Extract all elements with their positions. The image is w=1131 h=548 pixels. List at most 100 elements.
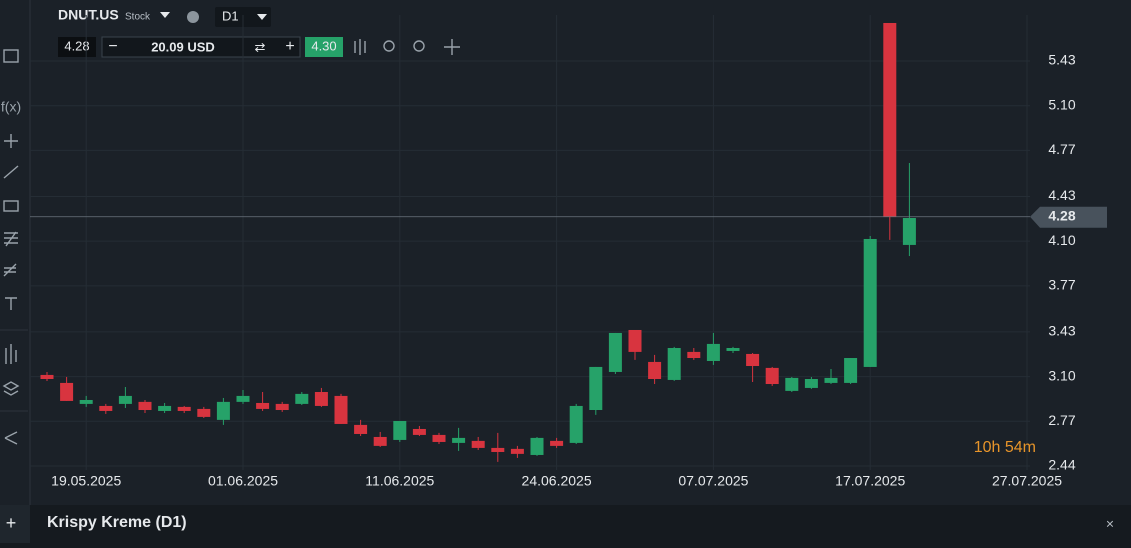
candle-body <box>354 424 368 434</box>
y-tick-label: 4.77 <box>1048 141 1075 157</box>
candle-body <box>765 367 779 385</box>
candle-body <box>236 395 250 402</box>
add-button[interactable] <box>0 505 30 543</box>
candle-body <box>550 440 564 446</box>
candle-body <box>569 405 583 443</box>
add-icon[interactable]: + <box>6 513 17 533</box>
timeframe[interactable]: D1 <box>222 8 239 23</box>
candle-body <box>452 437 466 443</box>
quantity[interactable]: 20.09 USD <box>151 39 215 54</box>
pan-icon[interactable] <box>444 39 460 55</box>
x-tick-label: 11.06.2025 <box>365 473 434 489</box>
x-tick-label: 01.06.2025 <box>208 473 278 489</box>
candle-body <box>197 408 211 417</box>
tool-icon[interactable] <box>2 381 20 396</box>
increase[interactable]: + <box>285 38 294 55</box>
candle-body <box>883 22 897 218</box>
tool-icon[interactable] <box>3 49 19 63</box>
y-tick-label: 3.77 <box>1048 277 1075 293</box>
candle-body <box>216 401 230 420</box>
dropdown-arrow <box>257 14 267 20</box>
quantity-box[interactable] <box>101 36 301 58</box>
candle-body <box>726 347 740 351</box>
y-tick-label: 3.43 <box>1048 323 1075 339</box>
candle-body <box>785 377 799 391</box>
tool-icon[interactable] <box>3 165 19 179</box>
close-icon[interactable]: × <box>1106 516 1114 532</box>
candle-body <box>863 238 877 367</box>
plot: 5.43 5.10 4.77 4.43 4.10 3.77 3.43 3.10 2.77 2.44… <box>30 15 1107 489</box>
x-tick-label: 07.07.2025 <box>678 473 748 489</box>
y-tick-label: 2.44 <box>1048 457 1075 473</box>
candle-body <box>314 392 328 406</box>
tool-icon[interactable] <box>5 297 17 310</box>
candle-body <box>79 399 93 404</box>
candle-body <box>334 395 348 424</box>
decrease[interactable]: − <box>108 38 117 55</box>
candle-body <box>177 406 191 411</box>
y-tick-label: 5.10 <box>1048 96 1075 112</box>
last-price-label: 4.28 <box>1048 207 1075 223</box>
candle-body <box>824 377 838 383</box>
candle-body <box>628 329 642 352</box>
candle-body <box>256 402 270 409</box>
symbol[interactable]: DNUT.US <box>58 7 119 23</box>
candle-body <box>608 332 622 372</box>
info-icon[interactable] <box>187 11 199 23</box>
candle-body <box>138 401 152 411</box>
y-tick-label: 4.43 <box>1048 187 1075 203</box>
ask-box[interactable] <box>305 37 343 57</box>
tool-icon[interactable] <box>4 431 18 445</box>
candle-body <box>393 420 407 440</box>
asset-type: Stock <box>125 12 151 23</box>
tool-icon[interactable] <box>4 134 18 148</box>
candle-body <box>373 436 387 446</box>
x-tick-label: 19.05.2025 <box>51 473 121 489</box>
tool-icon[interactable] <box>4 231 18 247</box>
candle-body <box>530 437 544 455</box>
tool-icon[interactable]: f(x) <box>1 99 21 115</box>
tool-icon[interactable] <box>3 263 17 277</box>
bid-price[interactable]: 4.28 <box>64 38 89 53</box>
tool-icon[interactable] <box>5 344 17 364</box>
ask-price[interactable]: 4.30 <box>311 38 336 53</box>
candle-body <box>687 351 701 359</box>
candle-body <box>432 434 446 442</box>
y-tick-label: 5.43 <box>1048 52 1075 68</box>
zoom-out-icon[interactable] <box>383 40 395 52</box>
candle-body <box>275 403 289 411</box>
candle-body <box>844 358 858 383</box>
candle-body <box>746 353 760 366</box>
dropdown-arrow[interactable] <box>160 12 170 18</box>
countdown: 10h 54m <box>974 439 1036 456</box>
candle-body <box>158 405 172 411</box>
candle-body <box>491 447 505 452</box>
x-tick-label: 17.07.2025 <box>835 473 905 489</box>
footer <box>0 505 1131 548</box>
candle-body <box>902 217 916 245</box>
candle-body <box>471 440 485 448</box>
x-tick-label: 27.07.2025 <box>992 473 1062 489</box>
y-tick-label: 3.10 <box>1048 367 1075 383</box>
footer-title: Krispy Kreme (D1) <box>47 514 187 531</box>
candle-body <box>99 405 113 411</box>
tool-icon[interactable] <box>3 200 19 212</box>
candle-body <box>118 395 132 404</box>
candle-body <box>667 347 681 380</box>
x-tick-label: 24.06.2025 <box>522 473 592 489</box>
y-tick-label: 4.10 <box>1048 232 1075 248</box>
last-price-tag <box>1030 206 1107 228</box>
candle-body <box>60 382 74 401</box>
candle-body <box>589 366 603 411</box>
candle-body <box>804 379 818 388</box>
chart-type-icon[interactable] <box>354 39 366 55</box>
candle-body <box>648 361 662 379</box>
swap-icon[interactable]: ⇄ <box>255 39 266 54</box>
candle-body <box>295 393 309 404</box>
zoom-in-icon[interactable] <box>413 40 425 52</box>
candle-body <box>510 448 524 454</box>
candle-body <box>412 428 426 435</box>
candle-body <box>40 374 54 379</box>
y-tick-label: 2.77 <box>1048 412 1075 428</box>
